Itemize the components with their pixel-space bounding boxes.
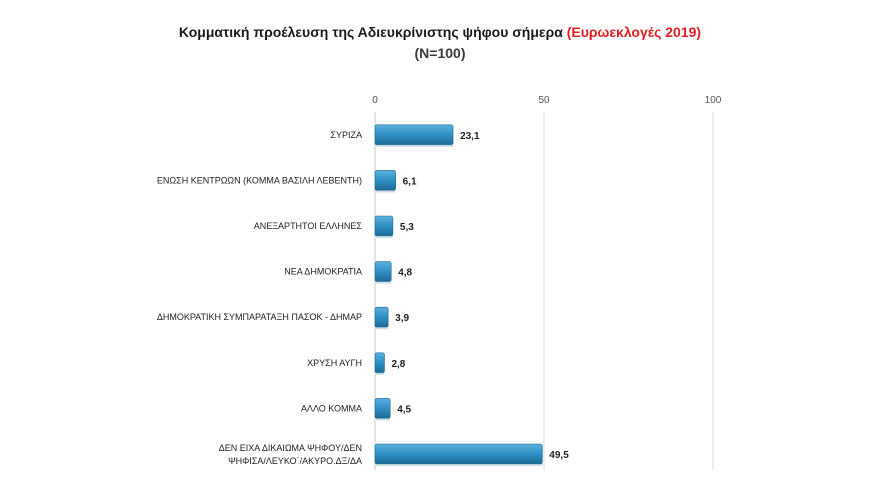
category-label-0-line-0: ΣΥΡΙΖΑ — [330, 130, 362, 140]
category-label-6: ΑΛΛΟ ΚΟΜΜΑ — [301, 403, 362, 413]
x-tick-label-0: 0 — [372, 95, 378, 106]
bar-2 — [374, 215, 394, 237]
category-label-3: ΝΕΑ ΔΗΜΟΚΡΑΤΙΑ — [284, 267, 362, 277]
bar-5 — [374, 352, 385, 374]
chart-title: Κομματική προέλευση της Αδιευκρίνιστης ψ… — [0, 24, 880, 40]
value-label-1: 6,1 — [403, 176, 417, 187]
x-tick-label-100: 100 — [705, 95, 722, 106]
value-labels: 23,1 6,1 5,3 4,8 3,9 2,8 4,5 49,5 — [391, 131, 569, 461]
bar-6 — [374, 398, 391, 419]
x-tick-label-50: 50 — [538, 95, 550, 106]
value-label-2: 5,3 — [400, 222, 414, 233]
category-label-2: ΑΝΕΞΑΡΤΗΤΟΙ ΕΛΛΗΝΕΣ — [254, 221, 363, 231]
bar-shadow-0 — [376, 144, 454, 147]
bar-1 — [374, 170, 396, 191]
x-axis-ticks: 0 50 100 — [372, 95, 722, 106]
category-label-7: ΔΕΝ ΕΙΧΑ ΔΙΚΑΙΩΜΑ ΨΗΦΟΥ/ΔΕΝ ΨΗΦΙΣΑ/ΛΕΥΚΟ΄… — [219, 443, 362, 466]
category-label-2-line-0: ΑΝΕΞΑΡΤΗΤΟΙ ΕΛΛΗΝΕΣ — [254, 221, 363, 231]
chart-title-accent: (Ευρωεκλογές 2019) — [566, 24, 702, 40]
value-label-7: 49,5 — [549, 450, 569, 461]
bar-0 — [374, 124, 454, 146]
category-label-7-line-1: ΨΗΦΙΣΑ/ΛΕΥΚΟ΄/ΑΚΥΡΟ.ΔΞ/ΔΑ — [228, 456, 362, 466]
bar-3 — [374, 261, 392, 282]
value-label-4: 3,9 — [395, 313, 409, 324]
bar-shadow-3 — [376, 281, 392, 284]
category-label-1: ΕΝΩΣΗ ΚΕΝΤΡΩΩΝ (ΚΟΜΜΑ ΒΑΣΙΛΗ ΛΕΒΕΝΤΗ) — [157, 175, 362, 185]
category-labels: ΣΥΡΙΖΑ ΕΝΩΣΗ ΚΕΝΤΡΩΩΝ (ΚΟΜΜΑ ΒΑΣΙΛΗ ΛΕΒΕΝ… — [157, 130, 363, 466]
category-label-7-line-0: ΔΕΝ ΕΙΧΑ ΔΙΚΑΙΩΜΑ ΨΗΦΟΥ/ΔΕΝ — [219, 443, 362, 453]
bar-4 — [374, 306, 389, 328]
category-label-3-line-0: ΝΕΑ ΔΗΜΟΚΡΑΤΙΑ — [284, 267, 362, 277]
bar-shadow-7 — [376, 464, 543, 466]
category-label-4: ΔΗΜΟΚΡΑΤΙΚΗ ΣΥΜΠΑΡΑΤΑΞΗ ΠΑΣΟΚ - ΔΗΜΑΡ — [157, 312, 362, 322]
bar-shadow-1 — [376, 190, 396, 193]
grid-lines — [374, 112, 714, 470]
category-label-6-line-0: ΑΛΛΟ ΚΟΜΜΑ — [301, 403, 362, 413]
bar-shadow-4 — [376, 327, 389, 330]
value-label-6: 4,5 — [397, 404, 411, 415]
bar-shadow-5 — [376, 372, 385, 375]
category-label-4-line-0: ΔΗΜΟΚΡΑΤΙΚΗ ΣΥΜΠΑΡΑΤΑΞΗ ΠΑΣΟΚ - ΔΗΜΑΡ — [157, 312, 362, 322]
chart-subtitle: (N=100) — [414, 45, 466, 61]
bar-shadow-2 — [376, 236, 393, 238]
category-label-0: ΣΥΡΙΖΑ — [330, 130, 362, 140]
category-label-5-line-0: ΧΡΥΣΗ ΑΥΓΗ — [307, 358, 362, 368]
value-label-0: 23,1 — [460, 131, 480, 142]
chart-title-main: Κομματική προέλευση της Αδιευκρίνιστης ψ… — [178, 24, 563, 40]
value-label-5: 2,8 — [391, 359, 405, 370]
category-label-5: ΧΡΥΣΗ ΑΥΓΗ — [307, 358, 362, 368]
category-label-1-line-0: ΕΝΩΣΗ ΚΕΝΤΡΩΩΝ (ΚΟΜΜΑ ΒΑΣΙΛΗ ΛΕΒΕΝΤΗ) — [157, 175, 362, 185]
bars — [374, 124, 543, 466]
value-label-3: 4,8 — [398, 268, 412, 279]
bar-7 — [374, 443, 543, 465]
bar-shadow-6 — [376, 418, 391, 421]
